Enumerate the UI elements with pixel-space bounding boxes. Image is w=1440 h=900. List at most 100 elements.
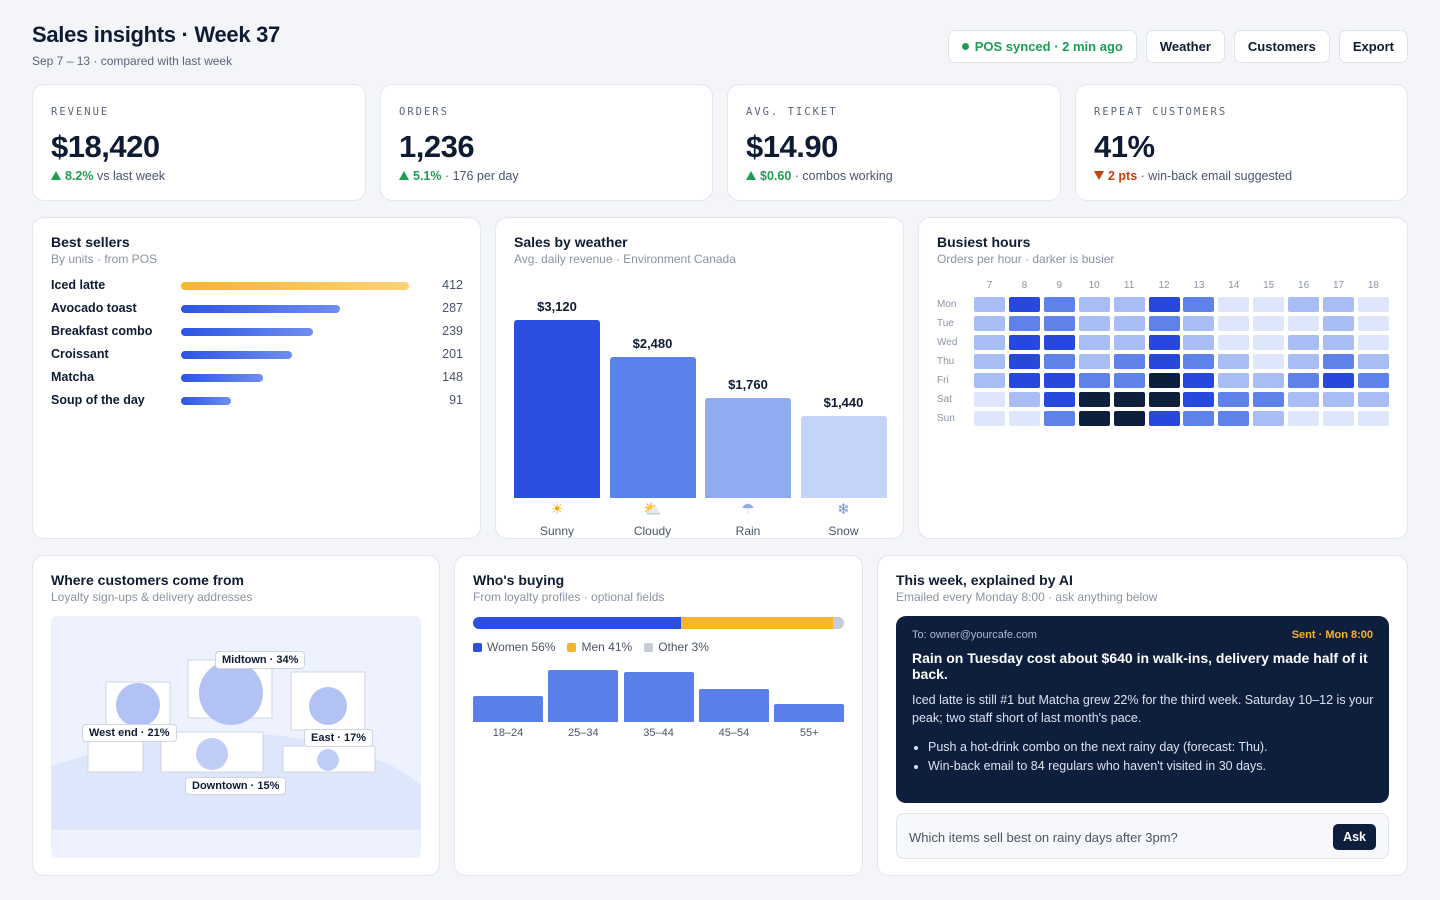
heatmap-cell[interactable]	[1008, 354, 1040, 369]
heatmap-cell[interactable]	[1323, 354, 1354, 369]
heatmap-cell[interactable]	[1043, 335, 1075, 350]
age-bar[interactable]	[698, 689, 769, 722]
map-label-midtown[interactable]: Midtown · 34%	[215, 651, 306, 669]
heatmap-cell[interactable]	[1113, 411, 1145, 426]
weather-bar-rain[interactable]: $1,760 ☂ Rain	[705, 276, 791, 538]
list-item[interactable]: Iced latte 412	[51, 278, 463, 294]
heatmap-cell[interactable]	[1008, 411, 1040, 426]
heatmap-cell[interactable]	[1148, 373, 1180, 388]
heatmap-cell[interactable]	[1008, 297, 1040, 312]
heatmap-cell[interactable]	[1148, 297, 1180, 312]
heatmap-cell[interactable]	[1148, 335, 1180, 350]
heatmap-cell[interactable]	[1323, 335, 1354, 350]
heatmap-cell[interactable]	[1008, 316, 1040, 331]
weather-bar-snow[interactable]: $1,440 ❄ Snow	[800, 276, 887, 538]
heatmap-cell[interactable]	[1043, 297, 1075, 312]
heatmap-cell[interactable]	[1323, 411, 1354, 426]
heatmap-cell[interactable]	[1008, 392, 1040, 407]
heatmap-cell[interactable]	[1253, 297, 1285, 312]
heatmap-cell[interactable]	[1323, 392, 1354, 407]
heatmap-cell[interactable]	[1183, 335, 1215, 350]
heatmap-cell[interactable]	[1218, 411, 1250, 426]
heatmap-cell[interactable]	[1357, 392, 1389, 407]
heatmap-cell[interactable]	[1218, 354, 1250, 369]
ask-input[interactable]	[909, 826, 1319, 848]
heatmap-cell[interactable]	[1323, 297, 1354, 312]
heatmap-cell[interactable]	[1148, 316, 1180, 331]
list-item[interactable]: Soup of the day 91	[51, 393, 463, 409]
heatmap-cell[interactable]	[1218, 392, 1250, 407]
heatmap-cell[interactable]	[1323, 373, 1354, 388]
heatmap-cell[interactable]	[1078, 392, 1110, 407]
heatmap-cell[interactable]	[1113, 354, 1145, 369]
heatmap-cell[interactable]	[1113, 373, 1145, 388]
heatmap-cell[interactable]	[1078, 411, 1110, 426]
ask-button[interactable]: Ask	[1333, 824, 1376, 850]
heatmap-cell[interactable]	[1043, 316, 1075, 331]
heatmap-cell[interactable]	[1183, 392, 1215, 407]
heatmap-cell[interactable]	[1043, 411, 1075, 426]
heatmap-cell[interactable]	[1288, 411, 1320, 426]
heatmap-cell[interactable]	[1148, 354, 1180, 369]
weather-button[interactable]: Weather	[1145, 30, 1225, 63]
map-label-downtown[interactable]: Downtown · 15%	[185, 777, 287, 795]
heatmap-cell[interactable]	[974, 297, 1005, 312]
heatmap-cell[interactable]	[974, 411, 1005, 426]
heatmap-cell[interactable]	[1113, 316, 1145, 331]
age-bar[interactable]	[473, 696, 543, 722]
heatmap-cell[interactable]	[1357, 335, 1389, 350]
list-item[interactable]: Croissant 201	[51, 347, 463, 363]
heatmap-cell[interactable]	[1288, 316, 1320, 331]
heatmap-cell[interactable]	[1288, 297, 1320, 312]
heatmap-cell[interactable]	[1288, 335, 1320, 350]
heatmap-cell[interactable]	[1113, 297, 1145, 312]
heatmap-cell[interactable]	[1253, 316, 1285, 331]
heatmap-cell[interactable]	[1078, 316, 1110, 331]
export-button[interactable]: Export	[1338, 30, 1408, 63]
heatmap-cell[interactable]	[1288, 373, 1320, 388]
heatmap-cell[interactable]	[1253, 411, 1285, 426]
map-label-east[interactable]: East · 17%	[304, 729, 374, 747]
heatmap-cell[interactable]	[1183, 373, 1215, 388]
heatmap-cell[interactable]	[1078, 335, 1110, 350]
weather-bar-sunny[interactable]: $3,120 ☀ Sunny	[514, 276, 600, 538]
heatmap-cell[interactable]	[1078, 297, 1110, 312]
heatmap-cell[interactable]	[1043, 373, 1075, 388]
heatmap-cell[interactable]	[1218, 316, 1250, 331]
heatmap-cell[interactable]	[1323, 316, 1354, 331]
age-bar[interactable]	[774, 704, 845, 722]
heatmap-cell[interactable]	[1253, 335, 1285, 350]
list-item[interactable]: Breakfast combo 239	[51, 324, 463, 340]
heatmap-cell[interactable]	[1043, 354, 1075, 369]
heatmap-cell[interactable]	[1253, 354, 1285, 369]
map-label-west-end[interactable]: West end · 21%	[82, 724, 177, 742]
heatmap-cell[interactable]	[1078, 354, 1110, 369]
customers-button[interactable]: Customers	[1233, 30, 1330, 63]
heatmap-cell[interactable]	[974, 335, 1005, 350]
heatmap-cell[interactable]	[1148, 392, 1180, 407]
heatmap-cell[interactable]	[1253, 392, 1285, 407]
heatmap-cell[interactable]	[1113, 335, 1145, 350]
pos-sync-status[interactable]: POS synced · 2 min ago	[947, 30, 1137, 63]
heatmap-cell[interactable]	[1043, 392, 1075, 407]
heatmap-cell[interactable]	[1357, 373, 1389, 388]
heatmap-cell[interactable]	[1288, 392, 1320, 407]
heatmap-cell[interactable]	[1218, 373, 1250, 388]
heatmap-cell[interactable]	[1218, 335, 1250, 350]
heatmap-cell[interactable]	[1183, 354, 1215, 369]
heatmap-cell[interactable]	[1218, 297, 1250, 312]
heatmap-cell[interactable]	[1253, 373, 1285, 388]
heatmap-cell[interactable]	[1008, 373, 1040, 388]
heatmap-cell[interactable]	[1357, 354, 1389, 369]
heatmap-cell[interactable]	[1008, 335, 1040, 350]
age-bar[interactable]	[548, 670, 619, 722]
heatmap-cell[interactable]	[1078, 373, 1110, 388]
heatmap-cell[interactable]	[1183, 411, 1215, 426]
heatmap-cell[interactable]	[974, 316, 1005, 331]
list-item[interactable]: Matcha 148	[51, 370, 463, 386]
heatmap-cell[interactable]	[974, 392, 1005, 407]
heatmap-cell[interactable]	[1357, 411, 1389, 426]
heatmap-cell[interactable]	[1183, 297, 1215, 312]
heatmap-cell[interactable]	[974, 354, 1005, 369]
customer-map[interactable]: Midtown · 34% West end · 21% East · 17% …	[51, 616, 421, 858]
